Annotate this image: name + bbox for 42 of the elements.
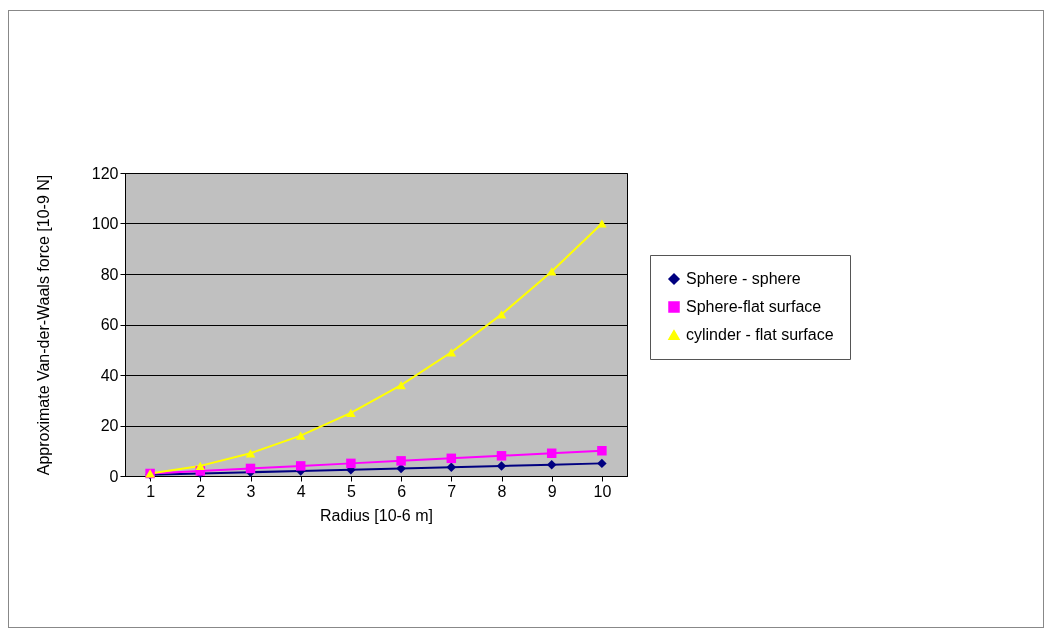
point — [346, 458, 356, 469]
x-tick-label: 3 — [246, 482, 256, 500]
y-tick-label: 60 — [100, 316, 119, 333]
x-tick-label: 4 — [296, 482, 306, 500]
point — [496, 451, 507, 461]
point — [496, 461, 507, 471]
point — [546, 459, 557, 470]
legend-label: Sphere-flat surface — [686, 298, 822, 315]
y-tick-label: 40 — [100, 366, 119, 384]
x-tick-label: 7 — [447, 482, 457, 500]
y-tick-label: 80 — [100, 265, 119, 283]
point — [496, 310, 507, 319]
x-tick-label: 2 — [196, 482, 206, 500]
x-tick-label: 5 — [346, 482, 356, 500]
x-tick-label: 1 — [146, 482, 156, 500]
legend-label: cylinder - flat surface — [686, 326, 834, 343]
point — [446, 348, 457, 357]
point — [597, 219, 607, 228]
x-axis-title: Radius [10-6 m] — [320, 506, 433, 524]
point — [245, 463, 256, 474]
point — [396, 456, 406, 466]
point — [245, 449, 256, 458]
y-tick-label: 100 — [91, 215, 119, 232]
point — [295, 461, 306, 471]
point — [546, 448, 557, 459]
x-tick-label: 9 — [547, 482, 557, 500]
point — [597, 458, 607, 469]
point — [295, 431, 306, 440]
x-tick-label: 10 — [593, 482, 612, 500]
point — [597, 446, 607, 456]
point — [446, 453, 457, 464]
y-tick-label: 120 — [91, 164, 119, 182]
y-tick-label: 20 — [100, 417, 119, 434]
legend-label: Sphere - sphere — [686, 270, 801, 287]
point — [396, 380, 406, 390]
x-tick-label: 8 — [497, 482, 507, 500]
x-tick-label: 6 — [397, 482, 407, 500]
point — [446, 462, 457, 472]
point — [346, 408, 356, 417]
y-tick-label: 0 — [109, 467, 119, 485]
y-axis-title: Approximate Van-der-Waals force [10-9 N] — [34, 174, 52, 476]
point — [195, 461, 206, 471]
